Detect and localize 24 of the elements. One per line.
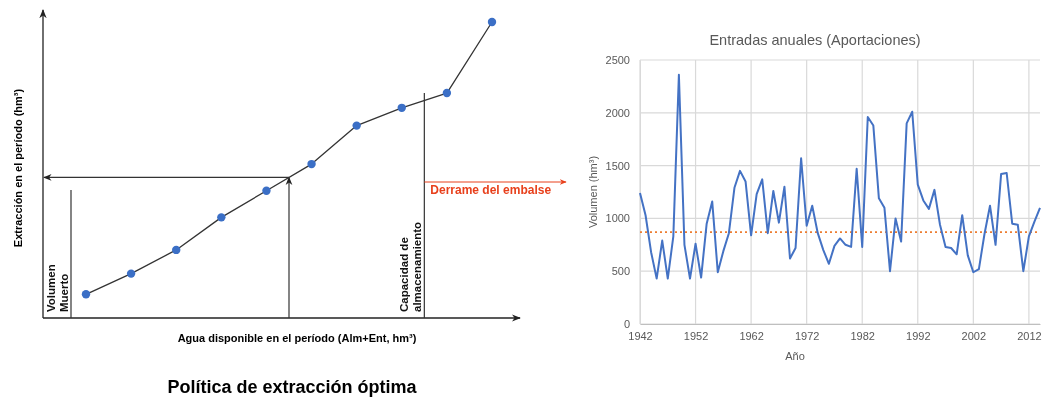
x-tick-label: 2012	[1017, 329, 1042, 342]
x-tick-label: 2002	[961, 329, 987, 342]
x-tick-label: 1972	[794, 329, 820, 342]
text: Política de extracción óptima	[167, 377, 418, 397]
x-axis-title: Año	[785, 350, 805, 362]
x-axis-title: Agua disponible en el período (Alm+Ent, hm³)	[177, 332, 417, 344]
annotation: Derrame del embalse	[430, 183, 552, 197]
x-tick-label: 1942	[628, 329, 653, 342]
x-tick-label: 1952	[683, 329, 709, 342]
annotation: Capacidad de almacenamiento	[398, 221, 424, 312]
y-tick-label: 500	[611, 265, 630, 278]
chart-title: Entradas anuales (Aportaciones)	[709, 32, 921, 48]
y-axis-title: Extracción en el período (hm³)	[12, 88, 24, 248]
y-tick-label: 1000	[605, 212, 630, 225]
y-tick-label: 2500	[605, 54, 630, 67]
x-tick-label: 1982	[850, 329, 875, 342]
y-tick-label: 1500	[605, 159, 630, 172]
x-tick-label: 1992	[906, 329, 931, 342]
y-axis-title: Volumen (hm³)	[587, 155, 599, 229]
annotation: Volumen Muerto	[45, 264, 70, 312]
line-series	[639, 73, 1041, 280]
x-tick-label: 1962	[739, 329, 764, 342]
y-tick-label: 0	[623, 318, 630, 331]
y-tick-label: 2000	[605, 106, 630, 119]
